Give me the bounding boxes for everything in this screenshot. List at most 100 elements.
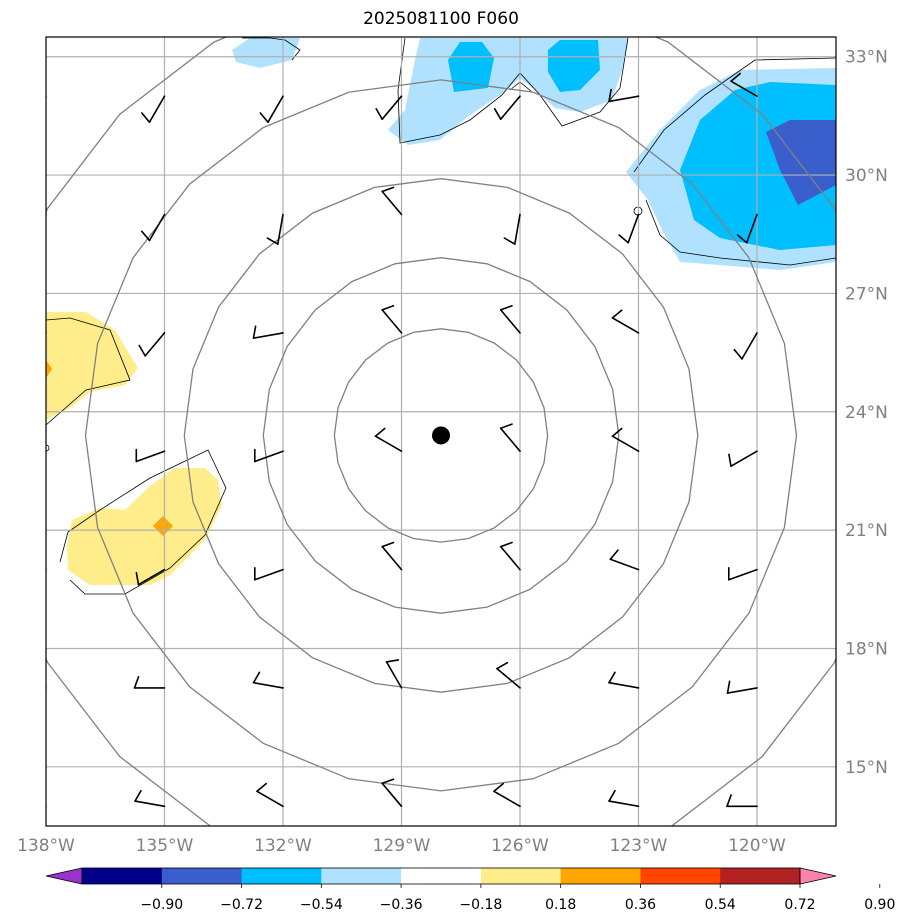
wind-barb-feather [252, 671, 261, 684]
colorbar-tick-label: 0.36 [625, 897, 656, 913]
wind-barb-staff [730, 80, 758, 97]
wind-barb-staff [135, 450, 166, 463]
wind-barb-feather [611, 427, 623, 438]
shade-mid-blue-north-b [548, 40, 600, 92]
wind-barb-feather [23, 113, 31, 122]
wind-barb-staff [499, 309, 521, 334]
wind-barb-feather [141, 230, 151, 242]
lon-tick-label: 138°W [17, 836, 75, 856]
contour-small-circle-west [46, 444, 50, 452]
colorbar-swatch [241, 868, 322, 884]
wind-barb-staff [727, 568, 758, 581]
contour-layer [46, 37, 836, 595]
wind-barb-staff [256, 790, 284, 808]
wind-barb-feather [381, 304, 395, 311]
wind-barb-staff [726, 687, 758, 694]
wind-barb-staff [46, 687, 47, 689]
colorbar-tick-label: 0.72 [784, 897, 815, 913]
wind-barb-feather [499, 304, 513, 311]
lon-tick-label: 126°W [491, 836, 549, 856]
shade-yellow-west-b [67, 468, 222, 585]
wind-barb-feather [733, 348, 743, 360]
range-ring-2 [183, 178, 699, 693]
wind-barb-feather [141, 112, 151, 123]
lat-tick-label: 21°N [845, 521, 888, 541]
colorbar-tick-label: −0.18 [459, 897, 502, 913]
wind-barb-feather [611, 309, 623, 319]
contour-west-b [59, 449, 227, 595]
wind-barb-feather [726, 680, 731, 694]
wind-barb-staff [374, 435, 403, 453]
wind-barb-feather [496, 661, 509, 670]
lon-tick-label: 129°W [373, 836, 431, 856]
wind-barb-staff [137, 568, 166, 586]
shaded-field-layer [46, 38, 836, 585]
storm-center-marker [432, 426, 450, 445]
lat-tick-label: 30°N [845, 166, 888, 186]
wind-barb-staff [134, 800, 166, 808]
wind-barb-feather [18, 454, 20, 466]
colorbar-extend-low [45, 867, 83, 885]
shade-orange-west-a [46, 360, 52, 378]
wind-barb-staff [496, 667, 521, 689]
range-ring-0 [333, 328, 549, 543]
longitude-labels: 138°W 135°W 132°W 129°W 126°W 123°W 120°W [17, 836, 786, 856]
lon-tick-label: 123°W [610, 836, 668, 856]
range-ring-1 [262, 257, 620, 614]
shade-mid-blue-north-a [448, 42, 494, 92]
wind-barb-staff [745, 213, 758, 244]
wind-barb-staff [252, 681, 284, 689]
wind-barb-staff [499, 95, 521, 120]
wind-barb-feather [726, 794, 732, 808]
wind-barb-staff [730, 450, 758, 468]
wind-barb-staff [608, 95, 640, 103]
wind-barb-feather [266, 237, 279, 245]
wind-barb-staff [46, 95, 47, 98]
wind-barb-feather [608, 671, 616, 684]
colorbar-swatch [161, 868, 243, 884]
lon-tick-label: 120°W [728, 836, 786, 856]
lat-tick-label: 27°N [845, 284, 888, 304]
wind-barb-staff [381, 545, 403, 571]
wind-barb-staff [252, 332, 284, 339]
wind-barb-feather [23, 231, 31, 240]
wind-barb-staff [267, 95, 284, 123]
colorbar-tick-label: −0.72 [220, 897, 263, 913]
wind-barb-feather [17, 681, 19, 693]
range-ring-3 [84, 79, 798, 792]
colorbar-swatch [401, 868, 482, 884]
wind-barb-feather [135, 571, 140, 586]
wind-barb-feather [21, 346, 27, 356]
wind-barb-feather [381, 541, 395, 548]
wind-barb-feather [16, 795, 20, 806]
contour-east [633, 57, 836, 173]
wind-barb-staff [499, 545, 521, 571]
wind-barb-staff [148, 213, 166, 242]
colorbar-swatch [720, 868, 801, 884]
wind-barb-feather [609, 549, 619, 561]
wind-barb-feather [503, 237, 516, 245]
wind-barb-staff [611, 317, 640, 334]
wind-barb-feather [259, 112, 269, 123]
wind-barb-staff [385, 661, 403, 689]
range-rings [46, 37, 836, 826]
colorbar-swatch [640, 868, 721, 884]
contour-west-a [46, 317, 131, 426]
wind-barb-feather [381, 186, 395, 193]
wind-barb-feather [608, 789, 616, 802]
wind-barb-staff [609, 558, 640, 571]
wind-barb-staff [46, 332, 47, 335]
wind-barb-staff [381, 782, 403, 808]
wind-barb-staff [611, 435, 640, 453]
colorbar-tick-label: −0.36 [380, 897, 423, 913]
wind-barb-feather [134, 789, 142, 802]
wind-barb-staff [276, 213, 284, 245]
wind-barb-feather [133, 675, 140, 689]
wind-barb-feather [493, 108, 502, 120]
wind-barb-staff [46, 568, 47, 571]
wind-barb-feather [728, 453, 732, 468]
wind-barb-staff [46, 450, 47, 453]
colorbar-swatch [321, 868, 402, 884]
colorbar-tick-label: −0.54 [300, 897, 343, 913]
wind-barb-staff [381, 190, 403, 216]
